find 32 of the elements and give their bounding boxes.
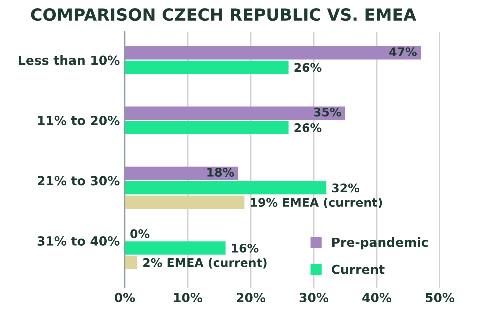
x-tick-label: 20% [237,293,266,303]
y-tick-label: 21% to 30% [38,176,120,186]
bar [125,196,245,210]
x-tick-label: 50% [426,293,455,303]
bar [125,256,138,270]
x-tick-label: 30% [300,293,329,303]
data-label: 32% [332,184,360,193]
x-tick-label: 40% [362,293,392,303]
y-tick-label: Less than 10% [19,56,120,66]
data-label: 18% [208,168,234,177]
x-tick-label: 0% [114,293,136,303]
data-label: 26% [294,123,322,132]
bar [125,106,346,120]
bar [125,181,327,195]
bar [125,166,238,180]
y-tick-label: 31% to 40% [38,236,120,246]
data-label: 47% [390,48,417,57]
y-tick-label: 11% to 20% [38,116,120,126]
bar [125,121,289,134]
legend-label: Current [332,264,385,274]
data-label: 26% [294,63,322,72]
data-label: 16% [232,244,259,253]
chart-title: COMPARISON CZECH REPUBLIC VS. EMEA [31,8,416,22]
legend-label: Pre-pandemic [332,238,428,250]
bar [125,60,289,74]
bar [125,46,422,60]
data-label: 35% [314,108,342,117]
data-label: 0% [130,229,150,238]
data-label: 2% EMEA (current) [144,258,267,269]
x-tick-label: 10% [174,293,203,303]
data-label: 19% EMEA (current) [251,198,382,208]
bar [125,242,226,255]
